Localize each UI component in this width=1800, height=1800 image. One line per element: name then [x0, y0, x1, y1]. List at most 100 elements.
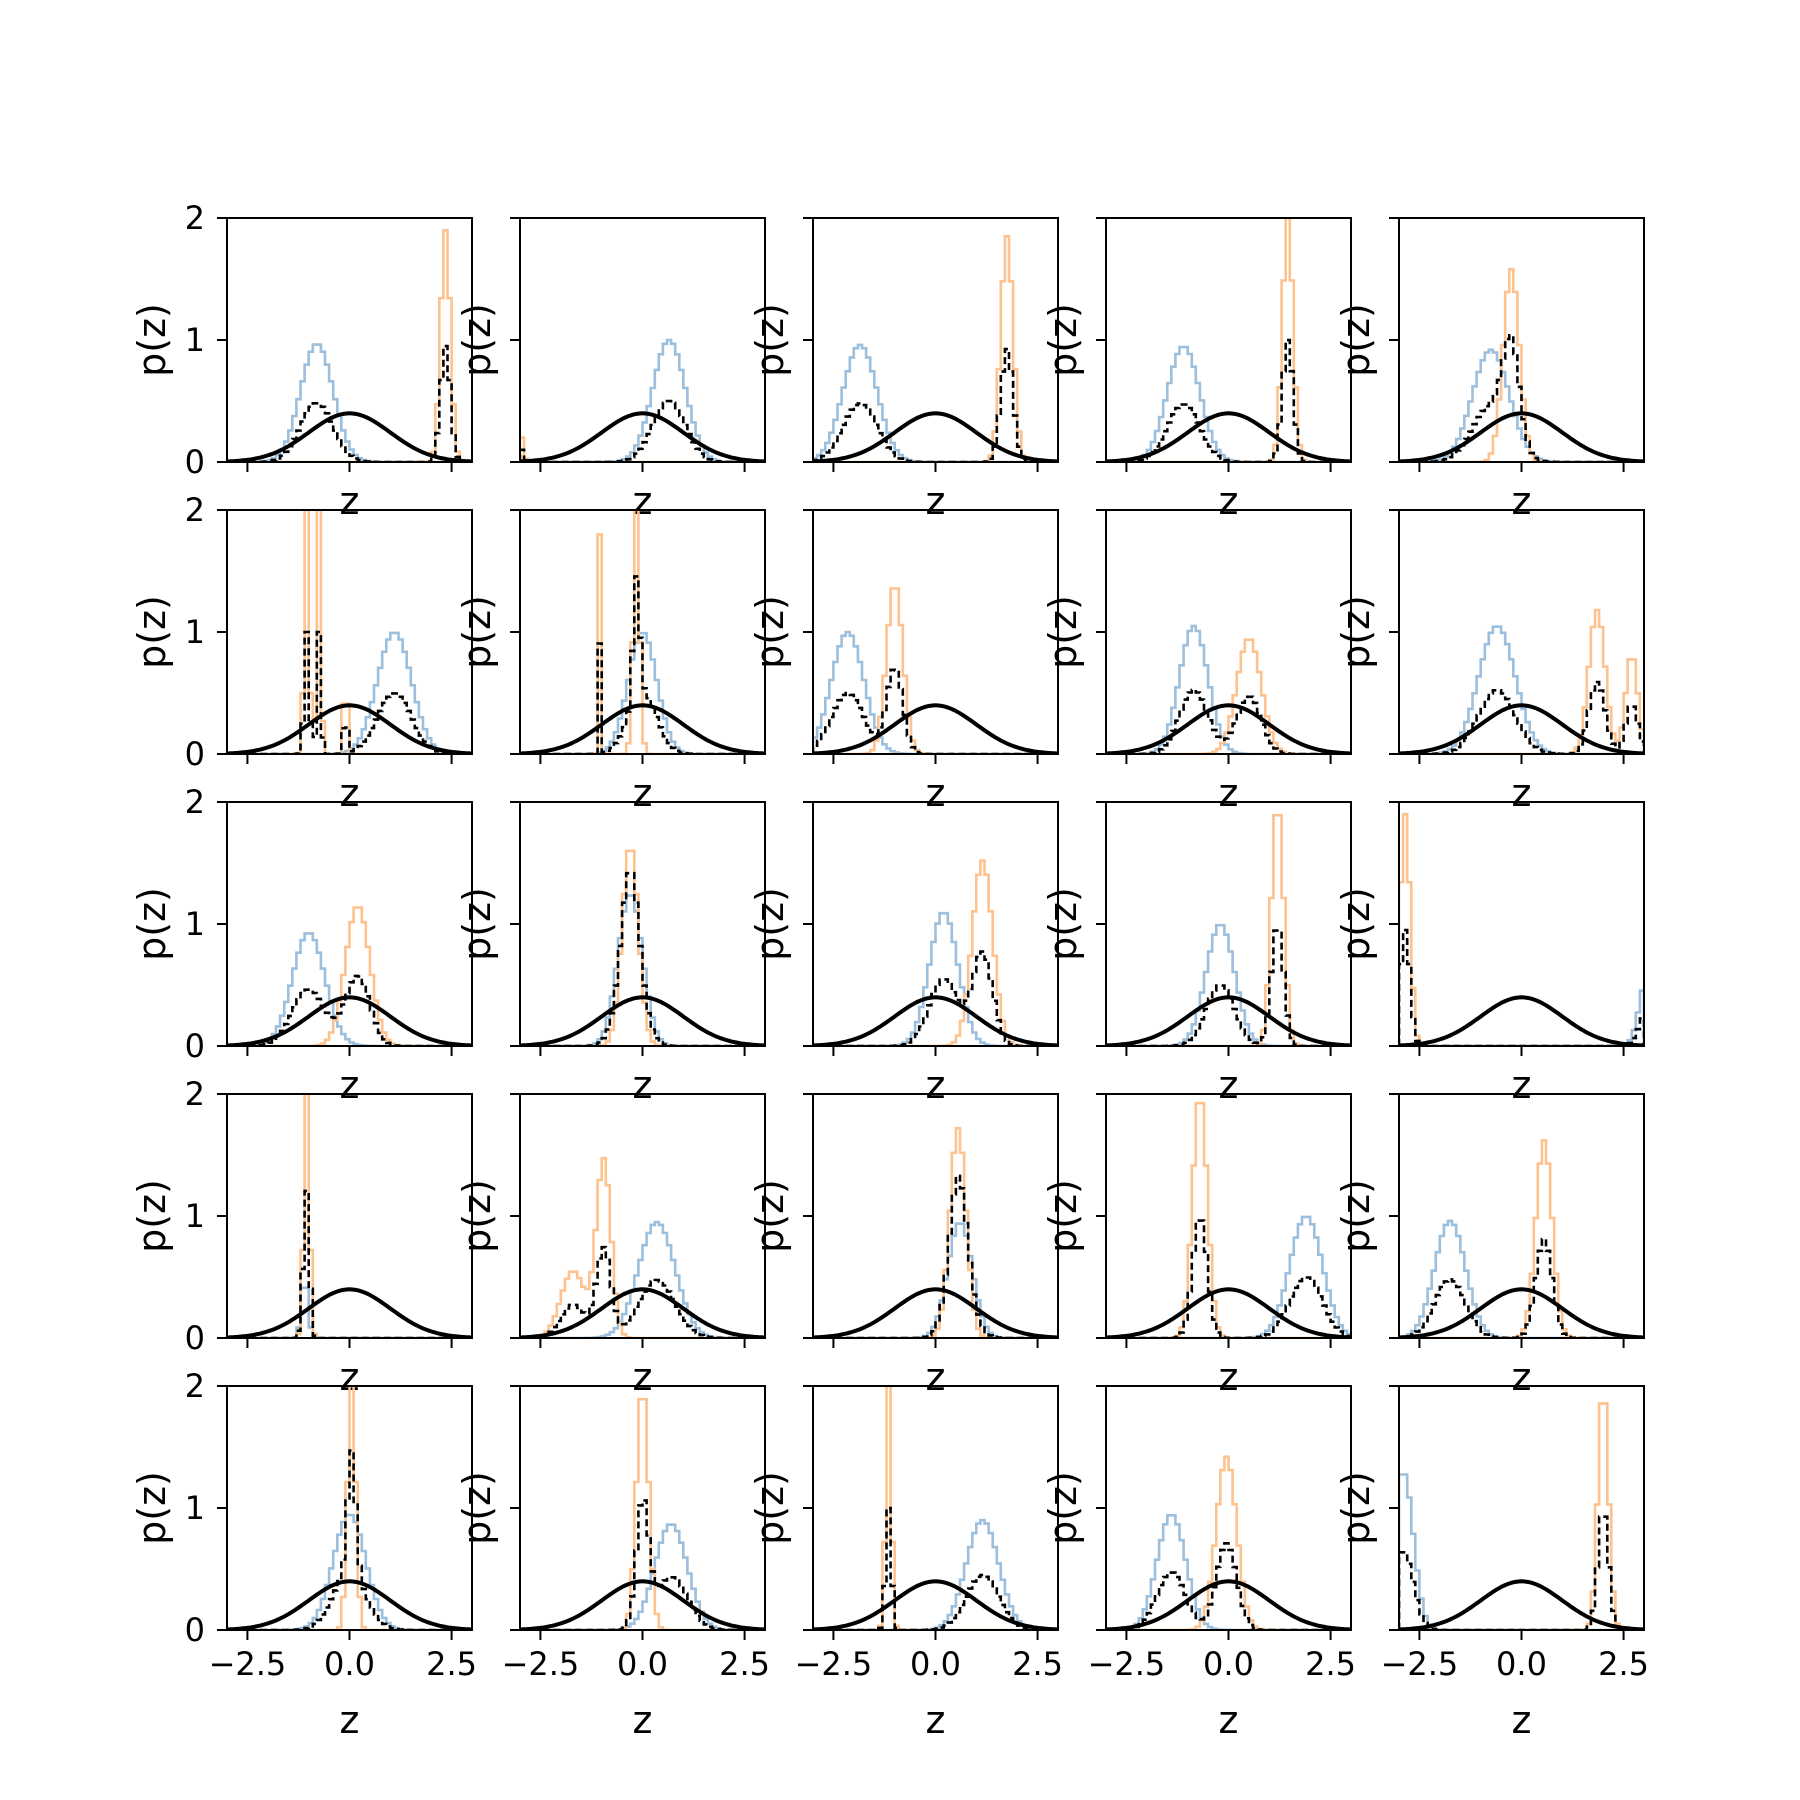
normal-pdf-curve [1399, 411, 1644, 462]
x-axis-label: z [1512, 1355, 1532, 1399]
panel-r2-c2: z p(z) [748, 801, 1059, 1107]
plot-area [227, 510, 472, 754]
x-axis-label: z [926, 1698, 946, 1742]
panel-r2-c3: z p(z) [1041, 801, 1352, 1107]
y-axis-label: p(z) [130, 1471, 174, 1545]
x-tick-label: 2.5 [426, 1645, 477, 1683]
normal-pdf-curve [1106, 1579, 1351, 1630]
y-axis-label: p(z) [748, 1179, 792, 1253]
panel-r3-c3: z p(z) [1041, 1093, 1352, 1399]
y-tick-label: 2 [185, 1075, 205, 1113]
x-tick-label: 0.0 [910, 1645, 961, 1683]
panel-r4-c1: −2.5 0.0 2.5 z p(z) [455, 1385, 770, 1742]
blue-histogram [1399, 1219, 1644, 1338]
plot-area [227, 1094, 472, 1338]
x-axis-label: z [1512, 771, 1532, 815]
x-axis-label: z [1219, 1698, 1239, 1742]
orange-histogram [813, 235, 1058, 462]
x-axis-label: z [340, 771, 360, 815]
y-tick-label: 1 [185, 321, 205, 359]
x-axis-label: z [340, 479, 360, 523]
normal-pdf-curve [1106, 703, 1351, 754]
orange-histogram [1399, 608, 1644, 754]
y-axis-label: p(z) [748, 303, 792, 377]
normal-pdf-curve [813, 703, 1058, 754]
y-axis-label: p(z) [1334, 1471, 1378, 1545]
normal-pdf-curve [520, 411, 765, 462]
plot-area [813, 235, 1058, 462]
normal-pdf-curve [813, 1579, 1058, 1630]
normal-pdf-curve [520, 995, 765, 1046]
panel-r0-c0: 0 1 2 z p(z) [130, 199, 473, 523]
mixture-histogram [813, 668, 1058, 754]
normal-pdf-curve [1399, 995, 1644, 1046]
x-axis-label: z [926, 771, 946, 815]
orange-histogram [520, 1156, 765, 1338]
plot-area [1399, 1402, 1644, 1630]
y-axis-label: p(z) [748, 595, 792, 669]
y-axis-label: p(z) [455, 595, 499, 669]
panel-r3-c2: z p(z) [748, 1093, 1059, 1399]
orange-histogram [1399, 267, 1644, 462]
blue-histogram [1399, 348, 1644, 462]
plot-area [227, 228, 472, 462]
x-axis-label: z [340, 1698, 360, 1742]
orange-histogram [520, 1397, 765, 1630]
x-axis-label: z [340, 1063, 360, 1107]
mixture-histogram [813, 950, 1058, 1046]
x-tick-label: 2.5 [719, 1645, 770, 1683]
panel-r1-c4: z p(z) [1334, 509, 1645, 815]
x-axis-label: z [1512, 479, 1532, 523]
x-axis-label: z [633, 1698, 653, 1742]
x-axis-label: z [1219, 771, 1239, 815]
blue-histogram [520, 631, 765, 754]
blue-histogram [1399, 1473, 1644, 1630]
y-axis-label: p(z) [1041, 1179, 1085, 1253]
x-axis-label: z [633, 771, 653, 815]
x-axis-label: z [633, 1063, 653, 1107]
panel-r1-c3: z p(z) [1041, 509, 1352, 815]
y-axis-label: p(z) [1334, 887, 1378, 961]
x-axis-label: z [1219, 479, 1239, 523]
y-axis-label: p(z) [1334, 595, 1378, 669]
mixture-histogram [227, 344, 472, 462]
x-tick-label: −2.5 [795, 1645, 873, 1683]
mixture-histogram [1399, 334, 1644, 462]
panel-r0-c3: z p(z) [1041, 217, 1352, 523]
plot-area [1106, 1455, 1351, 1630]
x-tick-label: 2.5 [1598, 1645, 1649, 1683]
normal-pdf-curve [1399, 703, 1644, 754]
panel-r2-c1: z p(z) [455, 801, 766, 1107]
panel-grid: 0 1 2 z p(z) z p(z) z p(z) z p(z) z p(z) 0 1 2 z p(z) z p(z… [130, 199, 1649, 1742]
y-tick-label: 0 [185, 1319, 205, 1357]
normal-pdf-curve [520, 1579, 765, 1630]
y-axis-label: p(z) [748, 1471, 792, 1545]
x-axis-label: z [926, 1063, 946, 1107]
y-axis-label: p(z) [1334, 1179, 1378, 1253]
y-tick-label: 0 [185, 1611, 205, 1649]
blue-histogram [813, 343, 1058, 462]
orange-histogram [1106, 1455, 1351, 1630]
x-axis-label: z [1219, 1355, 1239, 1399]
y-axis-label: p(z) [1041, 303, 1085, 377]
panel-r4-c0: −2.5 0.0 2.5 0 1 2 z p(z) [130, 1367, 477, 1742]
mixture-histogram [1399, 680, 1644, 754]
plot-area [1399, 608, 1644, 754]
orange-histogram [1399, 1139, 1644, 1338]
plot-area [813, 1386, 1058, 1630]
y-tick-label: 1 [185, 1489, 205, 1527]
x-tick-label: 2.5 [1012, 1645, 1063, 1683]
panel-r1-c2: z p(z) [748, 509, 1059, 815]
x-axis-label: z [1512, 1698, 1532, 1742]
y-tick-label: 2 [185, 199, 205, 237]
normal-pdf-curve [1106, 411, 1351, 462]
y-axis-label: p(z) [748, 887, 792, 961]
panel-r4-c4: −2.5 0.0 2.5 z p(z) [1334, 1385, 1649, 1742]
x-tick-label: 0.0 [1203, 1645, 1254, 1683]
plot-area [520, 510, 765, 754]
y-tick-label: 2 [185, 491, 205, 529]
normal-pdf-curve [813, 1287, 1058, 1338]
y-axis-label: p(z) [1041, 887, 1085, 961]
x-tick-label: −2.5 [1381, 1645, 1459, 1683]
